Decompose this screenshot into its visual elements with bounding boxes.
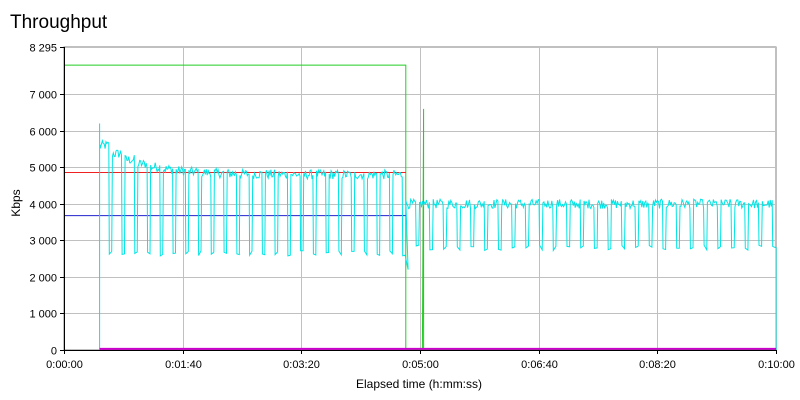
chart-title: Throughput <box>10 12 108 33</box>
y-tick-label: 7 000 <box>29 90 57 102</box>
x-tick-label: 0:00:00 <box>46 359 83 371</box>
y-tick-label: 5 000 <box>29 163 57 175</box>
series-line-3 <box>99 123 777 350</box>
y-tick-label: 4 000 <box>29 200 57 212</box>
x-tick-label: 0:10:00 <box>758 359 795 371</box>
y-tick-label: 8 295 <box>29 43 57 55</box>
y-tick-label: 3 000 <box>29 236 57 248</box>
y-tick-label: 0 <box>51 346 57 358</box>
x-tick-label: 0:01:40 <box>165 359 202 371</box>
x-tick-label: 0:06:40 <box>521 359 558 371</box>
x-tick-label: 0:05:00 <box>402 359 439 371</box>
y-axis-label: Kbps <box>9 189 23 216</box>
x-tick-label: 0:03:20 <box>283 359 320 371</box>
y-tick-label: 6 000 <box>29 127 57 139</box>
y-tick-label: 2 000 <box>29 273 57 285</box>
y-tick-label: 1 000 <box>29 309 57 321</box>
x-axis-label: Elapsed time (h:mm:ss) <box>356 377 482 391</box>
x-tick-label: 0:08:20 <box>639 359 676 371</box>
